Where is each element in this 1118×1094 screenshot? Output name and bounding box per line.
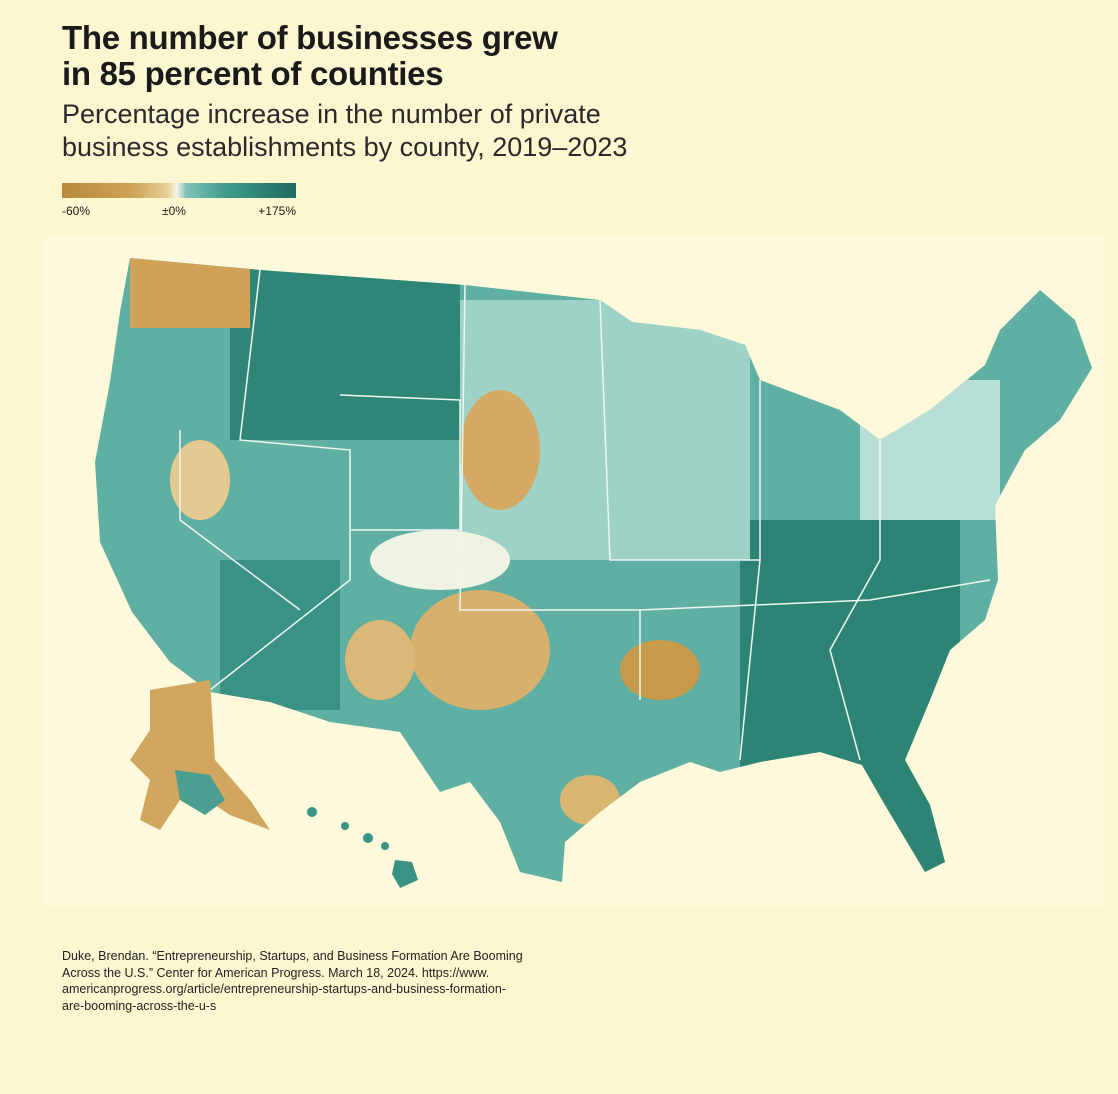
source: Duke, Brendan. “Entrepreneurship, Startu… xyxy=(62,948,523,1014)
region-light xyxy=(860,380,1000,520)
state-borders xyxy=(179,269,991,761)
region-decline xyxy=(410,590,550,710)
legend: -60% ±0% +175% xyxy=(62,183,296,220)
region-neutral xyxy=(370,530,510,590)
source-line: are-booming-across-the-u-s xyxy=(62,998,217,1013)
alaska xyxy=(130,680,270,830)
region-decline xyxy=(345,620,415,700)
region-decline xyxy=(170,440,230,520)
legend-label: ±0% xyxy=(162,204,186,218)
map-panel xyxy=(44,236,1104,906)
subtitle-line: business establishments by county, 2019–… xyxy=(62,132,628,162)
hawaii xyxy=(307,807,418,888)
subtitle-line: Percentage increase in the number of pri… xyxy=(62,99,601,129)
region-dark xyxy=(740,520,960,880)
title-line: The number of businesses grew xyxy=(62,19,558,56)
legend-labels: -60% ±0% +175% xyxy=(62,204,296,220)
alaska-southeast xyxy=(175,770,225,815)
region-decline xyxy=(560,775,620,825)
region-dark xyxy=(230,260,460,440)
source-line: Duke, Brendan. “Entrepreneurship, Startu… xyxy=(62,949,523,963)
source-line: Across the U.S.” Center for American Pro… xyxy=(62,965,490,980)
region-decline xyxy=(130,258,250,328)
map xyxy=(95,258,1092,888)
source-line: americanprogress.org/article/entrepreneu… xyxy=(62,982,506,996)
title: The number of businesses grew in 85 perc… xyxy=(62,20,558,92)
title-line: in 85 percent of counties xyxy=(62,55,444,92)
legend-gradient xyxy=(62,183,296,198)
region-decline xyxy=(620,640,700,700)
legend-label: +175% xyxy=(258,204,296,218)
subtitle: Percentage increase in the number of pri… xyxy=(62,98,627,164)
region-decline xyxy=(460,390,540,510)
legend-label: -60% xyxy=(62,204,91,218)
